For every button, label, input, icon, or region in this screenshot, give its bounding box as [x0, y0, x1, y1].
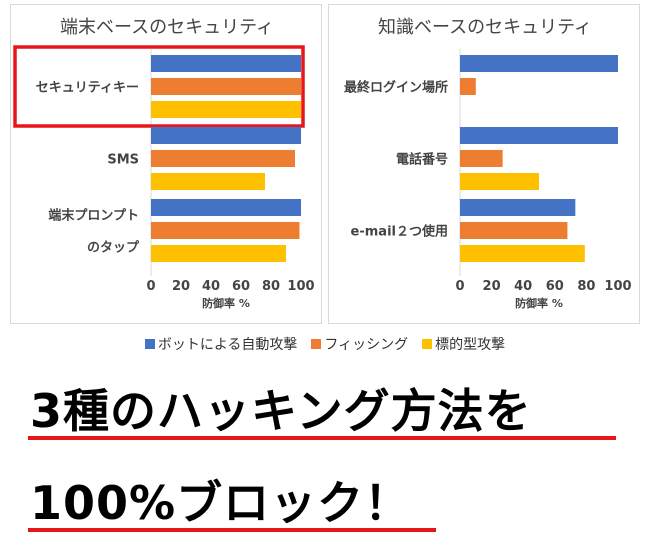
headline-underline-2 [28, 528, 436, 532]
bar [151, 199, 301, 216]
category-label: SMS [107, 153, 139, 168]
category-label: 最終ログイン場所 [344, 80, 448, 96]
legend-swatch [311, 339, 322, 349]
legend-swatch [144, 339, 155, 349]
legend-label: ボットによる自動攻撃 [157, 337, 298, 353]
chart-panel-device-security: 端末ベースのセキュリティセキュリティキー SMS 端末プロンプトのタップ 0 20 40 6… [10, 4, 322, 324]
chart-title: 端末ベースのセキュリティ [60, 17, 274, 38]
category-label: 端末プロンプト [48, 208, 139, 224]
x-tick-label: 20 [483, 279, 501, 294]
bar [151, 245, 286, 262]
bar [151, 101, 301, 118]
x-axis-label: 防御率 % [202, 296, 250, 310]
headline-underline-1 [28, 436, 616, 440]
category-label: セキュリティキー [36, 81, 139, 96]
category-label: e-mail２つ使用 [351, 224, 448, 240]
x-tick-label: 60 [232, 279, 250, 294]
bar [460, 78, 476, 95]
bar [460, 245, 585, 262]
x-tick-label: 80 [577, 279, 595, 294]
bar [460, 199, 576, 216]
bar [151, 173, 265, 190]
x-tick-label: 0 [146, 279, 155, 294]
x-tick-label: 100 [287, 279, 314, 294]
bar [460, 222, 568, 239]
category-label: のタップ [87, 241, 140, 256]
x-axis-label: 防御率 % [515, 296, 563, 310]
bar [151, 55, 301, 72]
headline-line-2: 100%ブロック！ [30, 476, 412, 530]
category-label: 電話番号 [396, 152, 448, 168]
legend-swatch [422, 339, 433, 349]
legend-item: 標的型攻撃 [422, 334, 505, 354]
x-tick-label: 0 [455, 279, 464, 294]
chart-panel-knowledge-security: 知識ベースのセキュリティ最終ログイン場所電話番号 e-mail２つ使用 0 20 40 6… [328, 4, 640, 324]
bar [460, 55, 618, 72]
x-tick-label: 60 [546, 279, 564, 294]
bar [151, 127, 301, 144]
legend-label: フィッシング [324, 337, 409, 353]
bar [151, 78, 301, 95]
x-tick-label: 80 [262, 279, 280, 294]
legend-label: 標的型攻撃 [435, 337, 506, 353]
legend-item: フィッシング [311, 334, 408, 354]
x-tick-label: 20 [172, 279, 190, 294]
chart-legend: ボットによる自動攻撃 フィッシング 標的型攻撃 [0, 334, 650, 354]
bar [151, 222, 300, 239]
legend-item: ボットによる自動攻撃 [144, 334, 298, 354]
bar [151, 150, 295, 167]
x-tick-label: 100 [604, 279, 631, 294]
headline-line-1: 3種のハッキング方法を [30, 384, 532, 438]
bar [460, 150, 503, 167]
x-tick-label: 40 [202, 279, 220, 294]
x-tick-label: 40 [514, 279, 532, 294]
chart-title: 知識ベースのセキュリティ [378, 17, 592, 38]
bar [460, 173, 539, 190]
highlight-box [13, 45, 305, 128]
bar [460, 127, 618, 144]
